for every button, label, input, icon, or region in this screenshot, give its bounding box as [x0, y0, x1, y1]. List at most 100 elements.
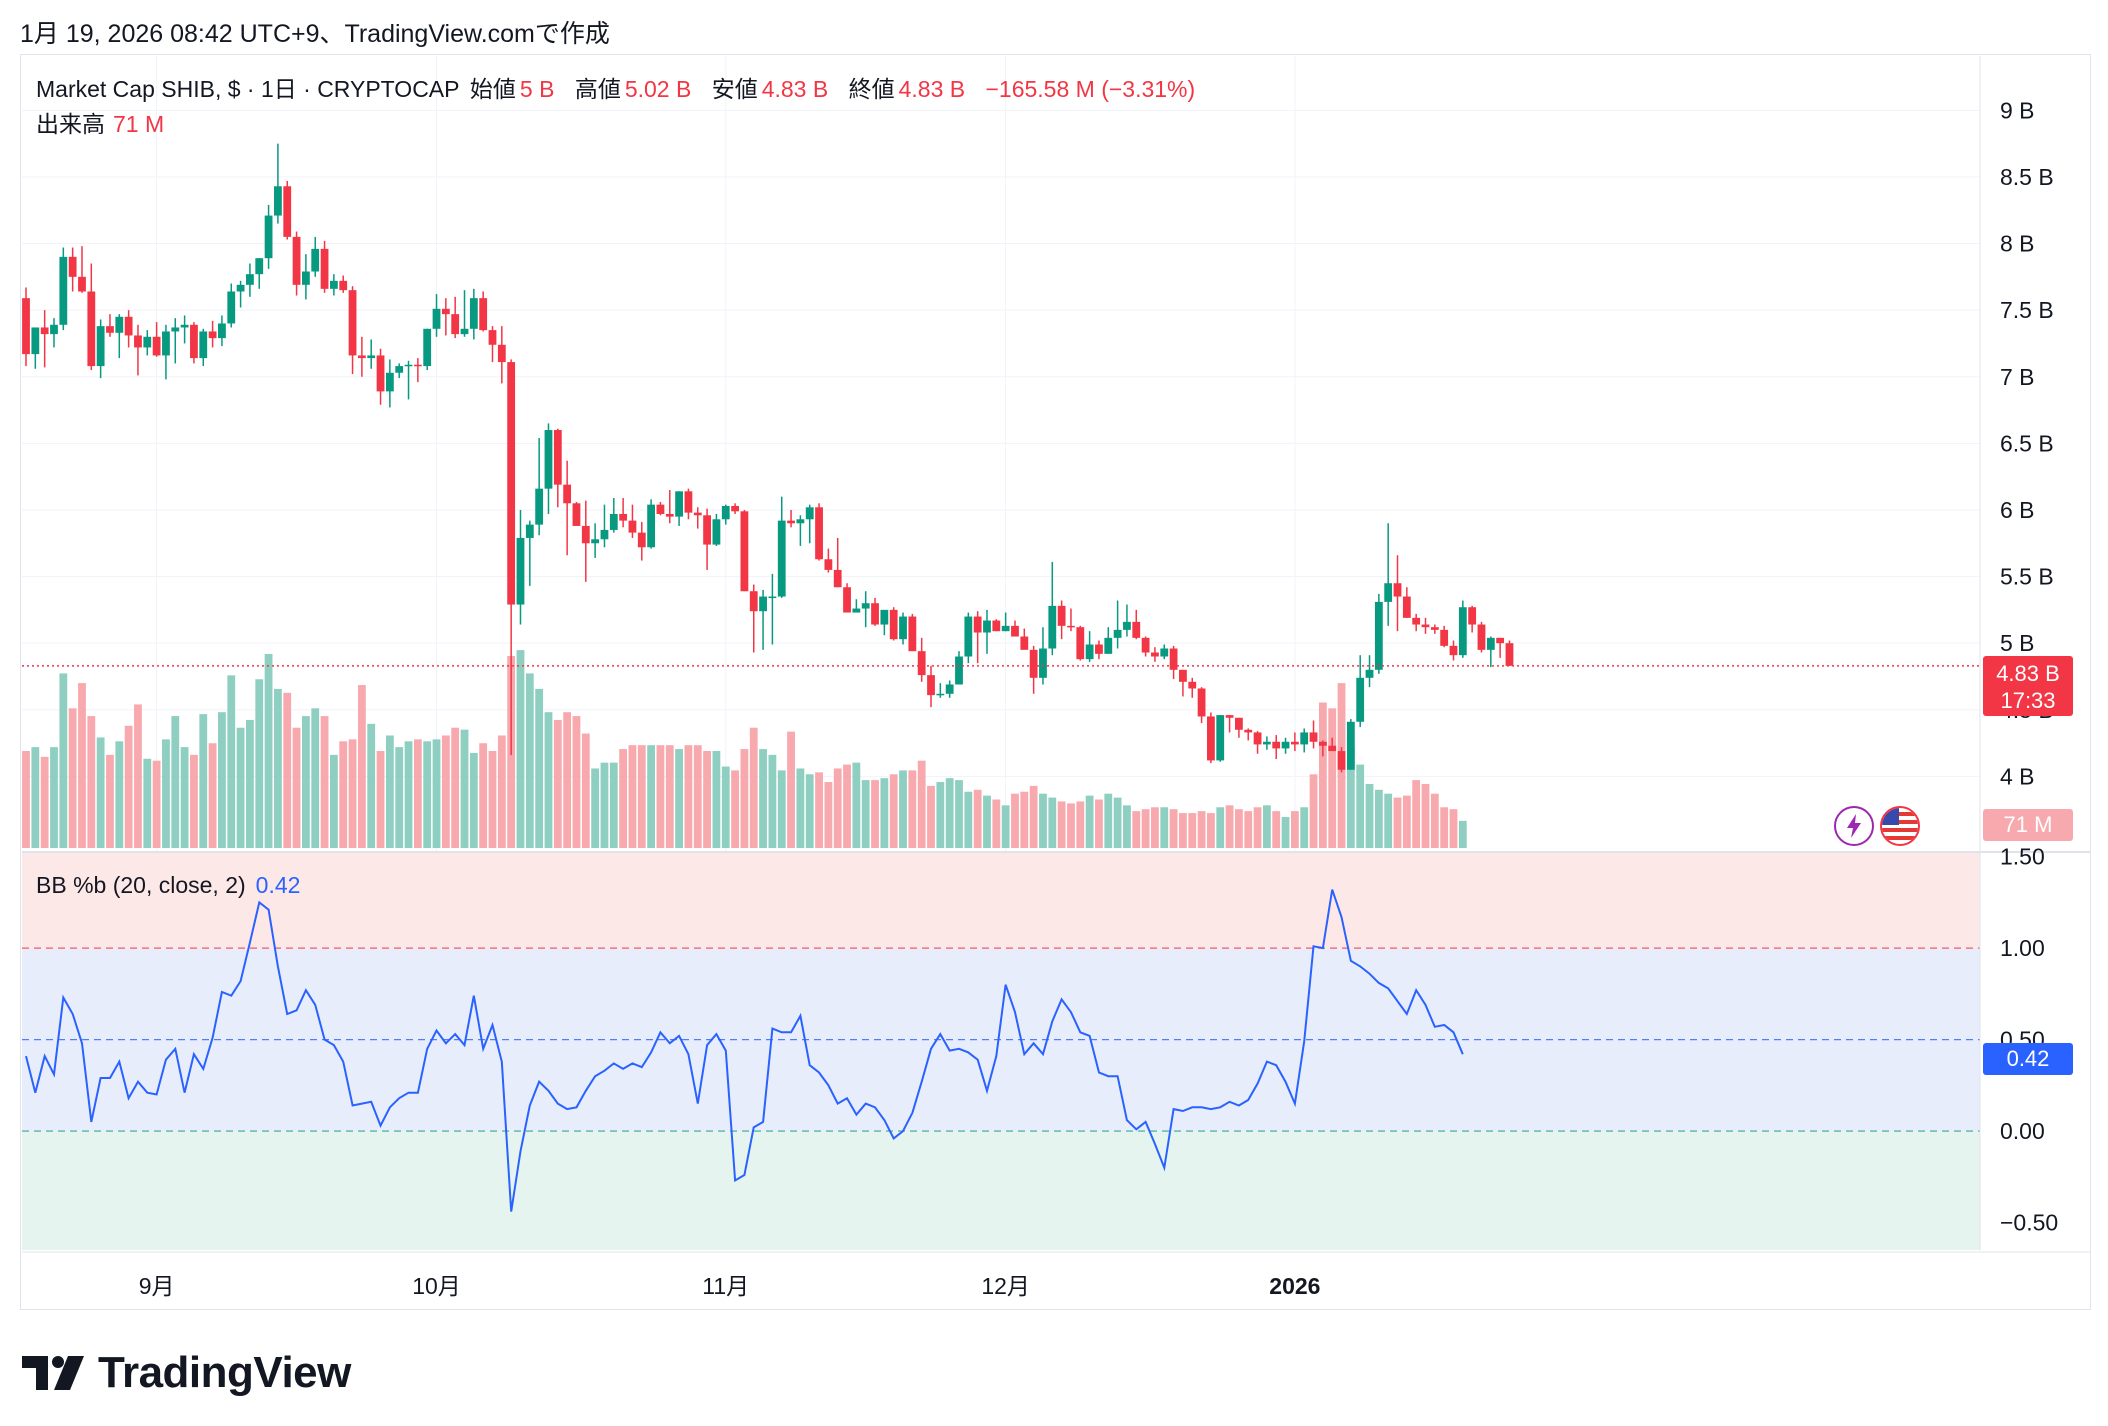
indicator-label[interactable]: BB %b (20, close, 2): [36, 872, 246, 898]
candle[interactable]: [1253, 731, 1262, 754]
candle[interactable]: [302, 254, 310, 300]
candle[interactable]: [329, 274, 338, 296]
candle[interactable]: [684, 488, 693, 520]
candle[interactable]: [703, 508, 711, 570]
candle[interactable]: [721, 504, 730, 525]
candle[interactable]: [311, 236, 320, 277]
candle[interactable]: [59, 247, 68, 331]
candle[interactable]: [1272, 735, 1281, 760]
candle[interactable]: [236, 280, 245, 308]
candle[interactable]: [1123, 604, 1131, 637]
candle[interactable]: [1132, 609, 1141, 640]
candle[interactable]: [1337, 747, 1346, 773]
candle[interactable]: [1496, 637, 1505, 658]
candle[interactable]: [609, 497, 618, 533]
candle[interactable]: [544, 423, 553, 514]
candle[interactable]: [1235, 717, 1243, 738]
candle[interactable]: [1039, 627, 1047, 685]
candle[interactable]: [1020, 628, 1029, 650]
candle[interactable]: [106, 314, 114, 337]
candle[interactable]: [1169, 645, 1178, 680]
candle[interactable]: [1207, 712, 1215, 764]
candle[interactable]: [964, 612, 973, 664]
candle[interactable]: [1001, 612, 1010, 632]
candle[interactable]: [348, 286, 357, 375]
candle[interactable]: [712, 513, 721, 546]
candle[interactable]: [581, 500, 590, 582]
candle[interactable]: [385, 359, 394, 408]
candle[interactable]: [1384, 523, 1393, 626]
candle[interactable]: [1141, 636, 1150, 657]
candle[interactable]: [1216, 715, 1225, 762]
candle[interactable]: [740, 509, 749, 592]
candle[interactable]: [852, 599, 861, 613]
candle[interactable]: [208, 320, 217, 348]
candle[interactable]: [936, 683, 945, 698]
candle[interactable]: [1328, 737, 1337, 752]
candle[interactable]: [516, 509, 525, 625]
candle[interactable]: [246, 263, 254, 297]
candle[interactable]: [292, 231, 301, 296]
candle[interactable]: [945, 680, 954, 698]
candle[interactable]: [563, 460, 572, 556]
candle[interactable]: [1290, 732, 1299, 752]
candle[interactable]: [591, 523, 600, 558]
candle[interactable]: [665, 489, 674, 524]
candle[interactable]: [1085, 631, 1094, 662]
candle[interactable]: [1076, 625, 1085, 661]
candle[interactable]: [264, 204, 273, 269]
candle[interactable]: [535, 438, 544, 536]
candle[interactable]: [1374, 593, 1383, 674]
candle[interactable]: [1449, 640, 1458, 661]
candle[interactable]: [1281, 737, 1290, 754]
tradingview-logo[interactable]: TradingView: [22, 1348, 351, 1398]
candle[interactable]: [656, 501, 665, 516]
candle[interactable]: [1440, 625, 1449, 648]
candle[interactable]: [1113, 600, 1122, 649]
candle[interactable]: [274, 143, 282, 224]
candle[interactable]: [283, 180, 292, 240]
candle[interactable]: [96, 319, 105, 379]
candle[interactable]: [22, 287, 30, 367]
candle[interactable]: [1067, 608, 1075, 632]
candle[interactable]: [1393, 555, 1402, 632]
candle[interactable]: [115, 314, 124, 359]
candle[interactable]: [1160, 644, 1169, 660]
candle[interactable]: [162, 324, 170, 380]
candle[interactable]: [1151, 647, 1159, 662]
candle[interactable]: [1458, 600, 1467, 658]
candle[interactable]: [68, 247, 77, 292]
symbol-label[interactable]: Market Cap SHIB, $ · 1日 · CRYPTOCAP: [36, 76, 460, 102]
candle[interactable]: [1421, 617, 1430, 634]
candle[interactable]: [917, 637, 926, 682]
candle[interactable]: [1356, 655, 1365, 728]
us-flag-icon[interactable]: [1880, 806, 1920, 846]
candle[interactable]: [787, 509, 795, 528]
candle[interactable]: [637, 521, 646, 561]
candle[interactable]: [647, 499, 656, 549]
candle[interactable]: [199, 328, 208, 367]
candle[interactable]: [927, 665, 935, 708]
candle[interactable]: [460, 290, 469, 337]
candle[interactable]: [899, 612, 907, 645]
candle[interactable]: [451, 296, 460, 339]
candle[interactable]: [1412, 613, 1421, 632]
candle[interactable]: [777, 496, 786, 598]
candle[interactable]: [1430, 624, 1439, 634]
candle[interactable]: [768, 573, 777, 645]
candle[interactable]: [171, 318, 180, 364]
candle[interactable]: [1468, 605, 1477, 633]
candle[interactable]: [1179, 669, 1187, 697]
candle[interactable]: [1486, 636, 1495, 668]
candle[interactable]: [357, 336, 366, 377]
candle[interactable]: [376, 348, 385, 405]
candle[interactable]: [553, 428, 562, 508]
candle[interactable]: [441, 298, 450, 336]
candle[interactable]: [31, 327, 40, 369]
candle[interactable]: [1188, 677, 1197, 698]
lightning-icon[interactable]: [1834, 806, 1874, 846]
candle[interactable]: [50, 318, 58, 348]
candle[interactable]: [395, 363, 404, 379]
candle[interactable]: [572, 501, 581, 526]
candle[interactable]: [152, 322, 161, 357]
